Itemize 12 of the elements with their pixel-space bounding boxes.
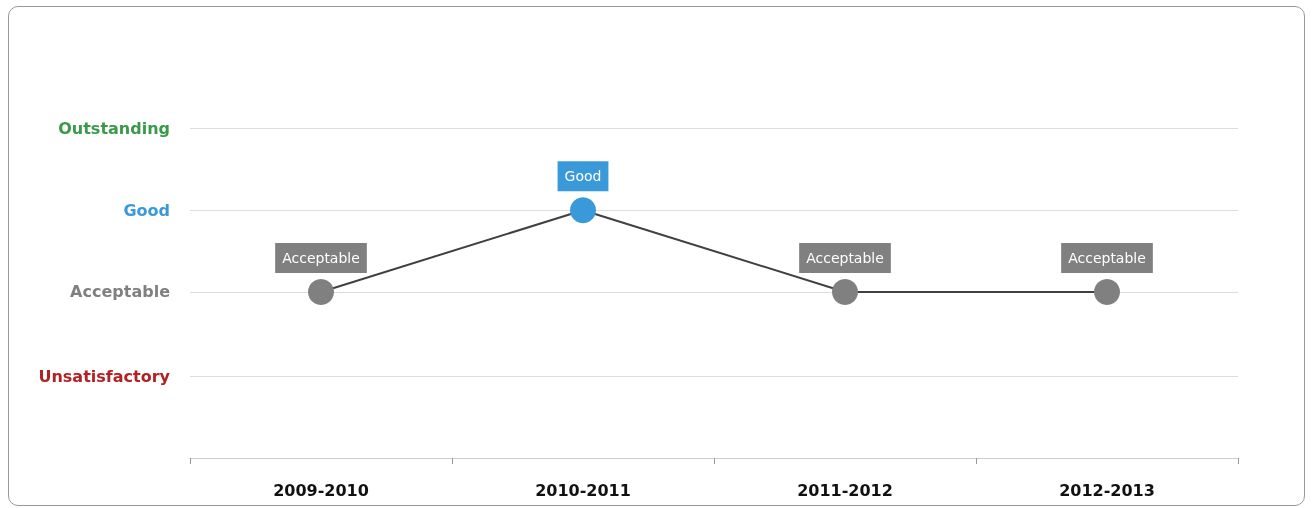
ref-line-label: Outstanding [58, 118, 170, 138]
annotation: Good [564, 168, 602, 185]
annotation: Acceptable [282, 249, 360, 266]
ref-line-label: Good [123, 200, 170, 220]
x-tick-label: 2010-2011 [535, 480, 631, 500]
annotation: Acceptable [1068, 249, 1146, 266]
x-tick-label: 2012-2013 [1059, 480, 1155, 500]
annotation: Acceptable [806, 249, 884, 266]
ref-line-label: Unsatisfactory [38, 366, 171, 386]
x-tick-label: 2011-2012 [797, 480, 893, 500]
ref-line-label: Acceptable [70, 282, 171, 302]
x-tick-label: 2009-2010 [273, 480, 369, 500]
